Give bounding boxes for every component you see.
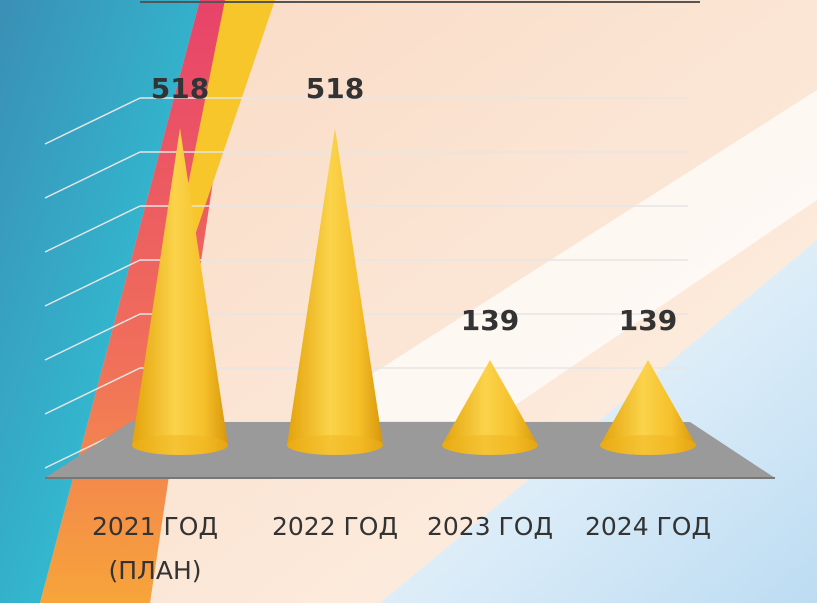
side-grid-line — [44, 97, 141, 145]
side-grid-line — [44, 151, 141, 199]
cone-base — [442, 435, 538, 455]
x-tick-label: 2023 ГОД — [426, 512, 554, 541]
cone — [442, 359, 538, 455]
cone-base — [600, 435, 696, 455]
cone-base — [287, 435, 383, 455]
value-label: 518 — [151, 72, 209, 105]
x-tick-label: 2021 ГОД (ПЛАН) — [91, 512, 219, 585]
side-grid-line — [44, 367, 141, 415]
value-label: 139 — [619, 304, 677, 337]
side-grid-line — [44, 259, 141, 307]
marks: 518 518 139 139 — [132, 72, 696, 455]
cone — [287, 128, 383, 455]
x-tick-label: 2022 ГОД — [271, 512, 399, 541]
floor — [45, 422, 775, 478]
value-label: 518 — [306, 72, 364, 105]
x-tick-label: 2024 ГОД — [584, 512, 712, 541]
value-label: 139 — [461, 304, 519, 337]
cone-base — [132, 435, 228, 455]
side-grid-line — [44, 313, 141, 361]
cone — [132, 128, 228, 455]
side-grid-line — [44, 205, 141, 253]
cone — [600, 359, 696, 455]
